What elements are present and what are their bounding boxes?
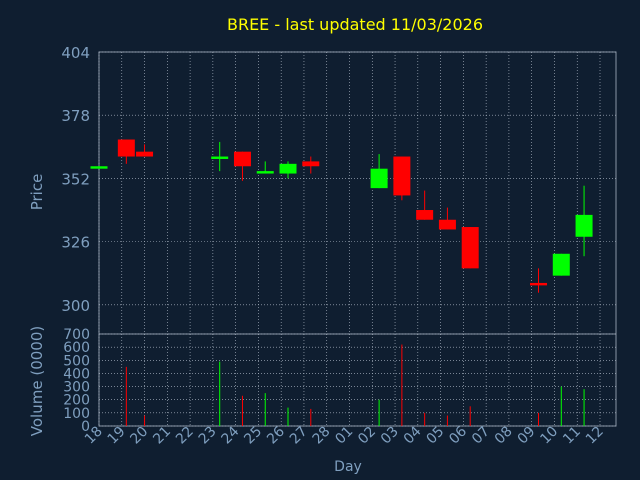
price-tick-label: 404 (61, 44, 90, 62)
candle-body (552, 253, 570, 276)
volume-tick-label: 700 (63, 327, 90, 343)
volume-plot-frame (98, 333, 617, 427)
volume-bars (125, 344, 585, 426)
x-axis-label: Day (334, 459, 362, 475)
volume-tick-label: 500 (63, 353, 90, 369)
x-tick-labels: 1819202122232425262728010203040506070809… (82, 423, 607, 447)
x-tick-label: 27 (287, 424, 311, 448)
chart-title: BREE - last updated 11/03/2026 (227, 15, 483, 34)
price-tick-label: 352 (61, 170, 90, 188)
candle-body (438, 219, 456, 230)
x-tick-label: 10 (537, 424, 561, 448)
candle-body (461, 227, 479, 269)
candle-body (530, 282, 548, 286)
candle-body (256, 171, 274, 174)
x-tick-label: 03 (378, 424, 402, 448)
price-tick-label: 326 (61, 234, 90, 252)
x-tick-label: 01 (332, 424, 356, 448)
x-tick-label: 04 (401, 423, 425, 447)
candle-body (136, 151, 154, 157)
candle-body (117, 139, 135, 157)
volume-tick-label: 600 (63, 340, 90, 356)
x-tick-label: 22 (173, 424, 197, 448)
x-tick-label: 09 (515, 424, 539, 448)
price-tick-label: 300 (61, 297, 90, 315)
candle-body (370, 168, 388, 189)
x-tick-label: 23 (196, 424, 220, 448)
volume-grid (98, 333, 616, 427)
x-tick-label: 25 (241, 424, 265, 448)
x-tick-label: 24 (219, 423, 243, 447)
candle-body (211, 156, 229, 159)
volume-tick-label: 100 (63, 406, 90, 422)
x-tick-label: 20 (127, 424, 151, 448)
candle-body (575, 214, 593, 237)
x-tick-label: 28 (310, 424, 334, 448)
candle-body (416, 210, 434, 220)
candle-body (90, 166, 108, 169)
candle-body (233, 151, 251, 167)
x-tick-label: 05 (423, 424, 447, 448)
x-tick-label: 06 (446, 423, 470, 447)
price-panel: 300 326 352 378 404 Price (28, 44, 617, 335)
candle-body (302, 161, 320, 167)
x-tick-label: 07 (469, 424, 493, 448)
candles (90, 139, 593, 293)
price-tick-label: 378 (61, 107, 90, 125)
x-tick-label: 26 (264, 423, 288, 447)
volume-axis-label: Volume (0000) (28, 326, 46, 436)
volume-tick-label: 200 (63, 393, 90, 409)
candle-body (279, 163, 297, 174)
x-tick-label: 19 (105, 424, 129, 448)
volume-tick-label: 400 (63, 366, 90, 382)
x-tick-label: 08 (492, 424, 516, 448)
x-tick-label: 02 (355, 424, 379, 448)
x-tick-label: 21 (150, 424, 174, 448)
price-axis-label: Price (28, 174, 46, 211)
price-y-tick-labels: 300 326 352 378 404 (61, 44, 90, 315)
candle-body (393, 156, 411, 196)
x-tick-label: 11 (560, 424, 584, 448)
volume-tick-label: 0 (81, 419, 90, 435)
x-tick-label: 12 (583, 424, 607, 448)
volume-tick-label: 300 (63, 380, 90, 396)
